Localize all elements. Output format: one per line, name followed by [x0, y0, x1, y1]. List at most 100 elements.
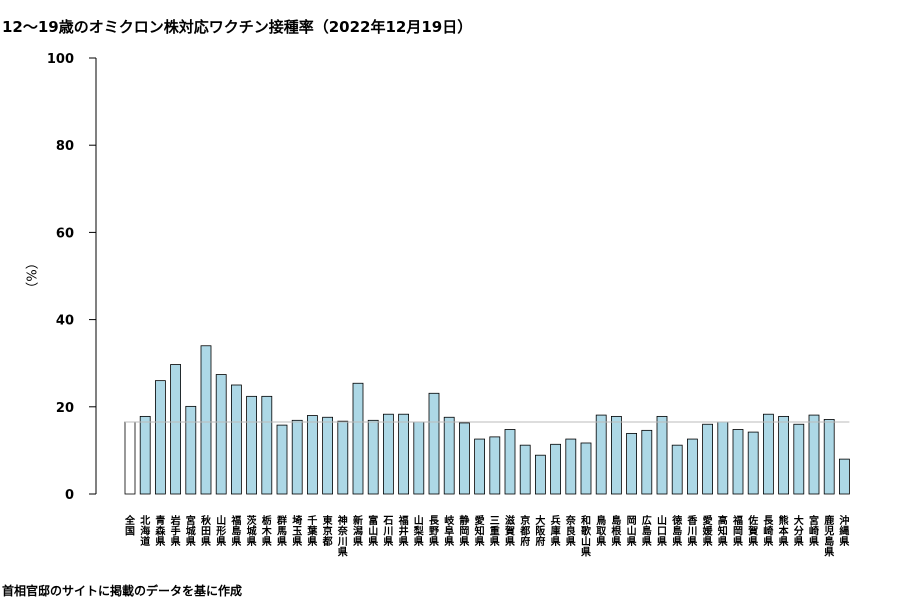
bar: [656, 415, 668, 495]
bar: [458, 422, 470, 495]
x-tick-label: 福井県: [398, 514, 409, 548]
x-tick-label: 鳥取県: [596, 514, 607, 548]
x-tick-label: 宮崎県: [809, 514, 819, 548]
x-tick-label: 滋賀県: [504, 514, 515, 548]
bar: [595, 414, 607, 495]
x-tick-label: 高知県: [717, 514, 728, 548]
x-tick-label: 大阪府: [535, 514, 546, 548]
bar: [763, 413, 774, 495]
x-tick-label: 秋田県: [201, 514, 212, 548]
bar: [382, 413, 394, 495]
bar-national: [124, 421, 136, 495]
bar: [261, 395, 273, 495]
bar: [428, 392, 440, 495]
x-tick-label: 熊本県: [779, 514, 790, 548]
bar: [215, 374, 227, 495]
bar: [306, 415, 318, 495]
x-tick-label: 大分県: [794, 514, 804, 548]
x-tick-label: 和歌山県: [580, 514, 592, 559]
x-tick-label: 石川県: [382, 515, 393, 548]
x-tick-label: 新潟県: [353, 514, 363, 548]
x-tick-label: 広島県: [642, 514, 652, 548]
bar: [413, 421, 425, 495]
x-tick-label: 島根県: [611, 514, 621, 548]
bar: [185, 405, 197, 495]
y-tick-label: 0: [65, 488, 74, 503]
x-tick-label: 山口県: [657, 514, 667, 548]
x-tick-label: 神奈川県: [337, 514, 349, 559]
x-tick-label: 徳島県: [671, 514, 682, 548]
bar: [687, 438, 698, 495]
x-tick-label: 宮城県: [186, 514, 196, 548]
y-tick-label: 40: [56, 314, 74, 329]
source-note: 首相官邸のサイトに掲載のデータを基に作成: [2, 584, 243, 598]
bar: [626, 432, 637, 495]
x-tick-label: 香川県: [686, 514, 697, 548]
y-tick-label: 60: [56, 226, 74, 241]
x-tick-label: 山形県: [216, 514, 226, 548]
bar: [671, 444, 683, 495]
x-tick-label: 福岡県: [732, 514, 743, 548]
bar: [702, 423, 713, 495]
x-tick-label: 岡山県: [627, 515, 637, 548]
x-tick-label: 京都府: [519, 514, 530, 548]
bar: [823, 419, 835, 495]
x-tick-label: 三重県: [490, 515, 500, 548]
bar: [778, 415, 789, 495]
x-tick-label: 北海道: [140, 514, 150, 548]
x-tick-label: 奈良県: [565, 514, 577, 548]
bar: [474, 438, 486, 495]
x-tick-label: 栃木県: [261, 514, 273, 548]
x-tick-label: 佐賀県: [747, 514, 758, 548]
y-tick-label: 80: [56, 139, 74, 154]
bar: [200, 345, 212, 495]
x-tick-label: 長野県: [429, 515, 440, 548]
bar: [139, 415, 151, 495]
x-tick-label: 福島県: [230, 514, 241, 548]
x-tick-label: 長崎県: [763, 515, 774, 548]
bar: [367, 419, 379, 495]
bar: [230, 384, 242, 495]
x-tick-label: 鹿児島県: [823, 514, 834, 559]
x-tick-label: 岩手県: [170, 514, 181, 548]
x-tick-label: 東京都: [322, 514, 333, 548]
x-tick-label: 岐阜県: [444, 514, 454, 548]
bar: [611, 415, 622, 495]
bar: [352, 382, 364, 495]
bar: [322, 416, 334, 495]
bar: [443, 416, 455, 495]
x-tick-label: 茨城県: [247, 514, 257, 548]
bar: [808, 414, 820, 495]
bar: [641, 429, 653, 495]
x-tick-label: 青森県: [154, 514, 166, 548]
x-tick-label: 愛知県: [474, 514, 485, 548]
x-tick-label: 山梨県: [413, 514, 425, 548]
bar: [489, 436, 501, 495]
bar: [535, 454, 546, 495]
bar: [154, 380, 166, 495]
bar: [717, 421, 729, 495]
x-tick-label: 兵庫県: [551, 514, 561, 548]
x-tick-label: 群馬県: [277, 514, 287, 548]
bar: [839, 458, 850, 495]
bar: [565, 438, 577, 495]
chart-title: 12～19歳のオミクロン株対応ワクチン接種率（2022年12月19日）: [2, 18, 473, 36]
x-tick-label: 埼玉県: [292, 514, 302, 548]
bar: [276, 424, 288, 495]
bar: [519, 444, 531, 495]
x-tick-label: 愛媛県: [702, 514, 714, 548]
bar: [246, 395, 258, 495]
x-tick-label: 静岡県: [459, 514, 469, 548]
x-tick-label: 沖縄県: [839, 514, 849, 548]
bar: [291, 419, 303, 495]
x-tick-label: 富山県: [368, 514, 378, 548]
bar: [398, 413, 410, 495]
x-tick-label: 全国: [124, 514, 136, 538]
bar: [732, 429, 744, 495]
bar: [793, 423, 805, 495]
y-tick-label: 100: [47, 52, 74, 67]
bar: [550, 443, 561, 495]
y-tick-label: 20: [56, 401, 74, 416]
bar: [580, 442, 592, 495]
